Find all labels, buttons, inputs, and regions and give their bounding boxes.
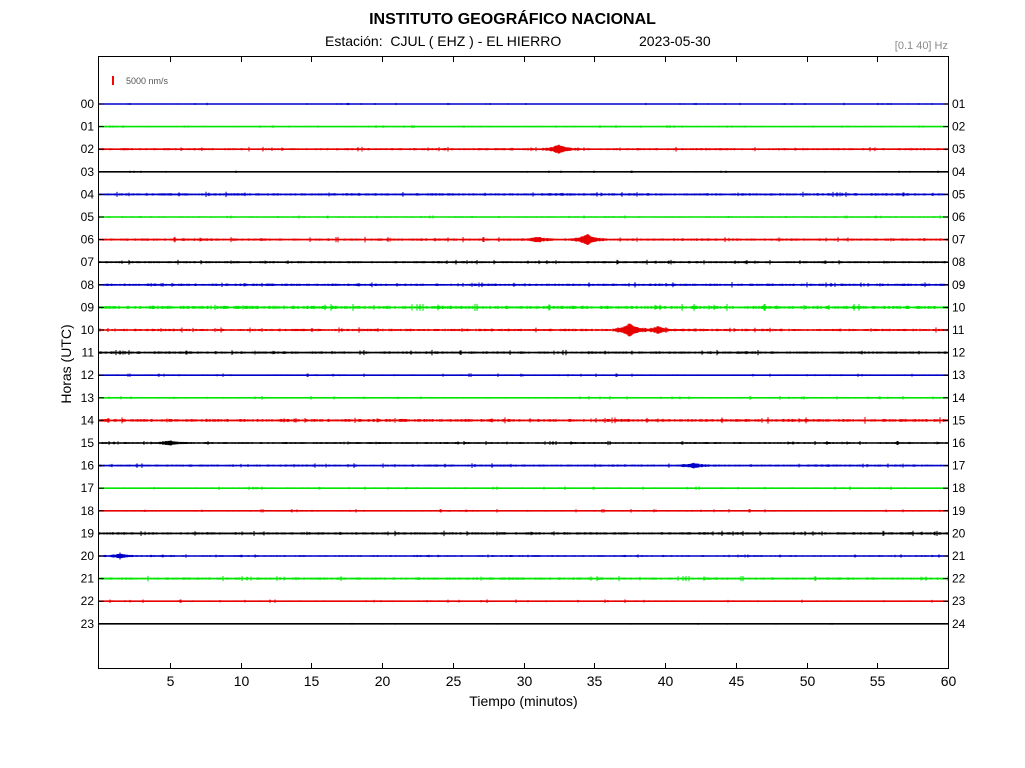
trace-13 [98, 395, 949, 400]
left-hour-label: 07 [81, 255, 95, 269]
left-hour-label: 18 [81, 504, 95, 518]
plot-frame [98, 56, 949, 669]
left-hour-label: 17 [81, 481, 95, 495]
scale-label: 5000 nm/s [126, 76, 169, 86]
trace-16 [98, 462, 949, 469]
trace-19 [98, 530, 949, 537]
trace-22 [98, 599, 949, 603]
x-tick-label: 60 [941, 673, 957, 689]
left-hour-label: 09 [81, 300, 95, 314]
right-hour-label: 16 [952, 436, 966, 450]
right-hour-label: 07 [952, 233, 966, 247]
right-hour-label: 09 [952, 278, 966, 292]
trace-02 [98, 144, 949, 154]
left-hour-label: 13 [81, 391, 95, 405]
trace-08 [98, 282, 949, 288]
right-hour-label: 17 [952, 459, 966, 473]
left-hour-label: 14 [81, 413, 95, 427]
left-hour-label: 00 [81, 97, 95, 111]
left-hour-label: 01 [81, 120, 95, 134]
left-hour-label: 20 [81, 549, 95, 563]
right-hour-label: 12 [952, 346, 966, 360]
right-hour-label: 14 [952, 391, 966, 405]
right-hour-label: 21 [952, 549, 966, 563]
filter-band-label: [0.1 40] Hz [894, 40, 948, 52]
station-label: Estación: CJUL ( EHZ ) - EL HIERRO [325, 33, 562, 49]
chart-title: INSTITUTO GEOGRÁFICO NACIONAL [369, 11, 656, 28]
right-hour-label: 05 [952, 187, 966, 201]
trace-01 [98, 125, 949, 129]
right-hour-label: 06 [952, 210, 966, 224]
right-hour-label: 03 [952, 142, 966, 156]
right-hour-label: 08 [952, 255, 966, 269]
trace-03 [98, 170, 949, 174]
left-hour-label: 10 [81, 323, 95, 337]
trace-17 [98, 486, 949, 491]
right-hour-label: 18 [952, 481, 966, 495]
left-hour-label: 12 [81, 368, 95, 382]
x-tick-label: 15 [304, 673, 320, 689]
trace-07 [98, 259, 949, 265]
trace-00 [98, 102, 949, 106]
right-hour-label: 02 [952, 120, 966, 134]
right-hour-label: 20 [952, 526, 966, 540]
right-hour-label: 22 [952, 572, 966, 586]
trace-10 [98, 323, 949, 337]
left-hour-label: 08 [81, 278, 95, 292]
left-hour-label: 21 [81, 572, 95, 586]
left-hour-label: 15 [81, 436, 95, 450]
trace-12 [98, 373, 949, 378]
trace-11 [98, 349, 949, 356]
right-hour-label: 15 [952, 413, 966, 427]
x-tick-label: 40 [658, 673, 674, 689]
x-tick-label: 5 [167, 673, 175, 689]
x-tick-label: 55 [870, 673, 886, 689]
x-axis-label: Tiempo (minutos) [469, 693, 578, 709]
left-hour-label: 06 [81, 233, 95, 247]
trace-09 [98, 303, 949, 311]
trace-06 [98, 234, 949, 246]
right-hour-label: 24 [952, 617, 966, 631]
left-hour-label: 16 [81, 459, 95, 473]
trace-15 [98, 440, 949, 446]
x-tick-label: 50 [800, 673, 816, 689]
label-group: 00 01 01 02 02 03 03 04 04 05 05 06 06 07 07 08 08 09 09 10… [81, 97, 966, 689]
right-hour-label: 11 [952, 323, 965, 337]
x-tick-label: 20 [375, 673, 391, 689]
x-tick-label: 10 [234, 673, 250, 689]
left-hour-label: 23 [81, 617, 95, 631]
trace-04 [98, 191, 949, 198]
left-hour-label: 04 [81, 187, 95, 201]
scale-bar-icon [112, 76, 114, 85]
right-hour-label: 01 [952, 97, 966, 111]
left-hour-label: 02 [81, 142, 95, 156]
amplitude-scale: 5000 nm/s [112, 76, 169, 86]
tick-group [99, 57, 949, 668]
right-hour-label: 04 [952, 165, 966, 179]
trace-20 [98, 552, 949, 560]
trace-18 [98, 508, 949, 513]
trace-21 [98, 575, 949, 582]
right-hour-label: 10 [952, 300, 966, 314]
left-hour-label: 11 [82, 346, 95, 360]
trace-group [98, 102, 949, 625]
trace-14 [98, 417, 949, 424]
trace-05 [98, 215, 949, 219]
record-date: 2023-05-30 [639, 33, 711, 49]
right-hour-label: 23 [952, 594, 966, 608]
x-tick-label: 25 [446, 673, 462, 689]
left-hour-label: 19 [81, 526, 95, 540]
left-hour-label: 22 [81, 594, 95, 608]
left-hour-label: 03 [81, 165, 95, 179]
x-tick-label: 30 [517, 673, 533, 689]
right-hour-label: 19 [952, 504, 966, 518]
left-hour-label: 05 [81, 210, 95, 224]
right-hour-label: 13 [952, 368, 966, 382]
x-tick-label: 35 [587, 673, 603, 689]
x-tick-label: 45 [729, 673, 745, 689]
